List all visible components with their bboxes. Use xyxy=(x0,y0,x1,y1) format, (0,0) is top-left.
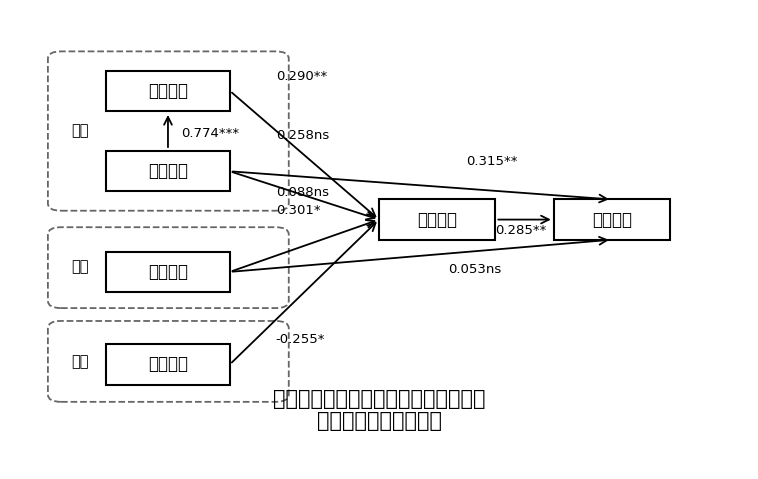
Text: 图２　智能居家胎儿监护服务医护人员: 图２ 智能居家胎儿监护服务医护人员 xyxy=(273,388,485,409)
FancyBboxPatch shape xyxy=(106,151,230,192)
Text: 使用意向: 使用意向 xyxy=(592,211,632,228)
Text: 0.088ns: 0.088ns xyxy=(276,186,329,199)
Text: 0.315**: 0.315** xyxy=(466,155,518,168)
Text: 个人: 个人 xyxy=(71,354,89,369)
Text: 0.285**: 0.285** xyxy=(496,224,547,237)
Text: 努力期望: 努力期望 xyxy=(148,162,188,180)
Text: 绩效期望: 绩效期望 xyxy=(148,82,188,100)
Text: 0.053ns: 0.053ns xyxy=(448,263,501,276)
Text: -0.255*: -0.255* xyxy=(276,333,325,346)
FancyBboxPatch shape xyxy=(48,51,289,211)
Text: 初始信任: 初始信任 xyxy=(417,211,457,228)
Text: 0.301*: 0.301* xyxy=(276,204,321,217)
FancyBboxPatch shape xyxy=(106,71,230,111)
Text: 技术: 技术 xyxy=(71,123,89,138)
FancyBboxPatch shape xyxy=(553,199,670,240)
FancyBboxPatch shape xyxy=(106,252,230,292)
Text: 0.774***: 0.774*** xyxy=(181,126,240,139)
FancyBboxPatch shape xyxy=(379,199,496,240)
Text: 感知风险: 感知风险 xyxy=(148,355,188,374)
FancyBboxPatch shape xyxy=(48,227,289,308)
Text: 0.290**: 0.290** xyxy=(276,70,327,83)
Text: 初始信任模型路径系数: 初始信任模型路径系数 xyxy=(317,411,441,431)
FancyBboxPatch shape xyxy=(106,344,230,385)
Text: 社会影响: 社会影响 xyxy=(148,263,188,281)
FancyBboxPatch shape xyxy=(48,321,289,402)
Text: 社会: 社会 xyxy=(71,260,89,274)
Text: 0.258ns: 0.258ns xyxy=(276,128,329,142)
